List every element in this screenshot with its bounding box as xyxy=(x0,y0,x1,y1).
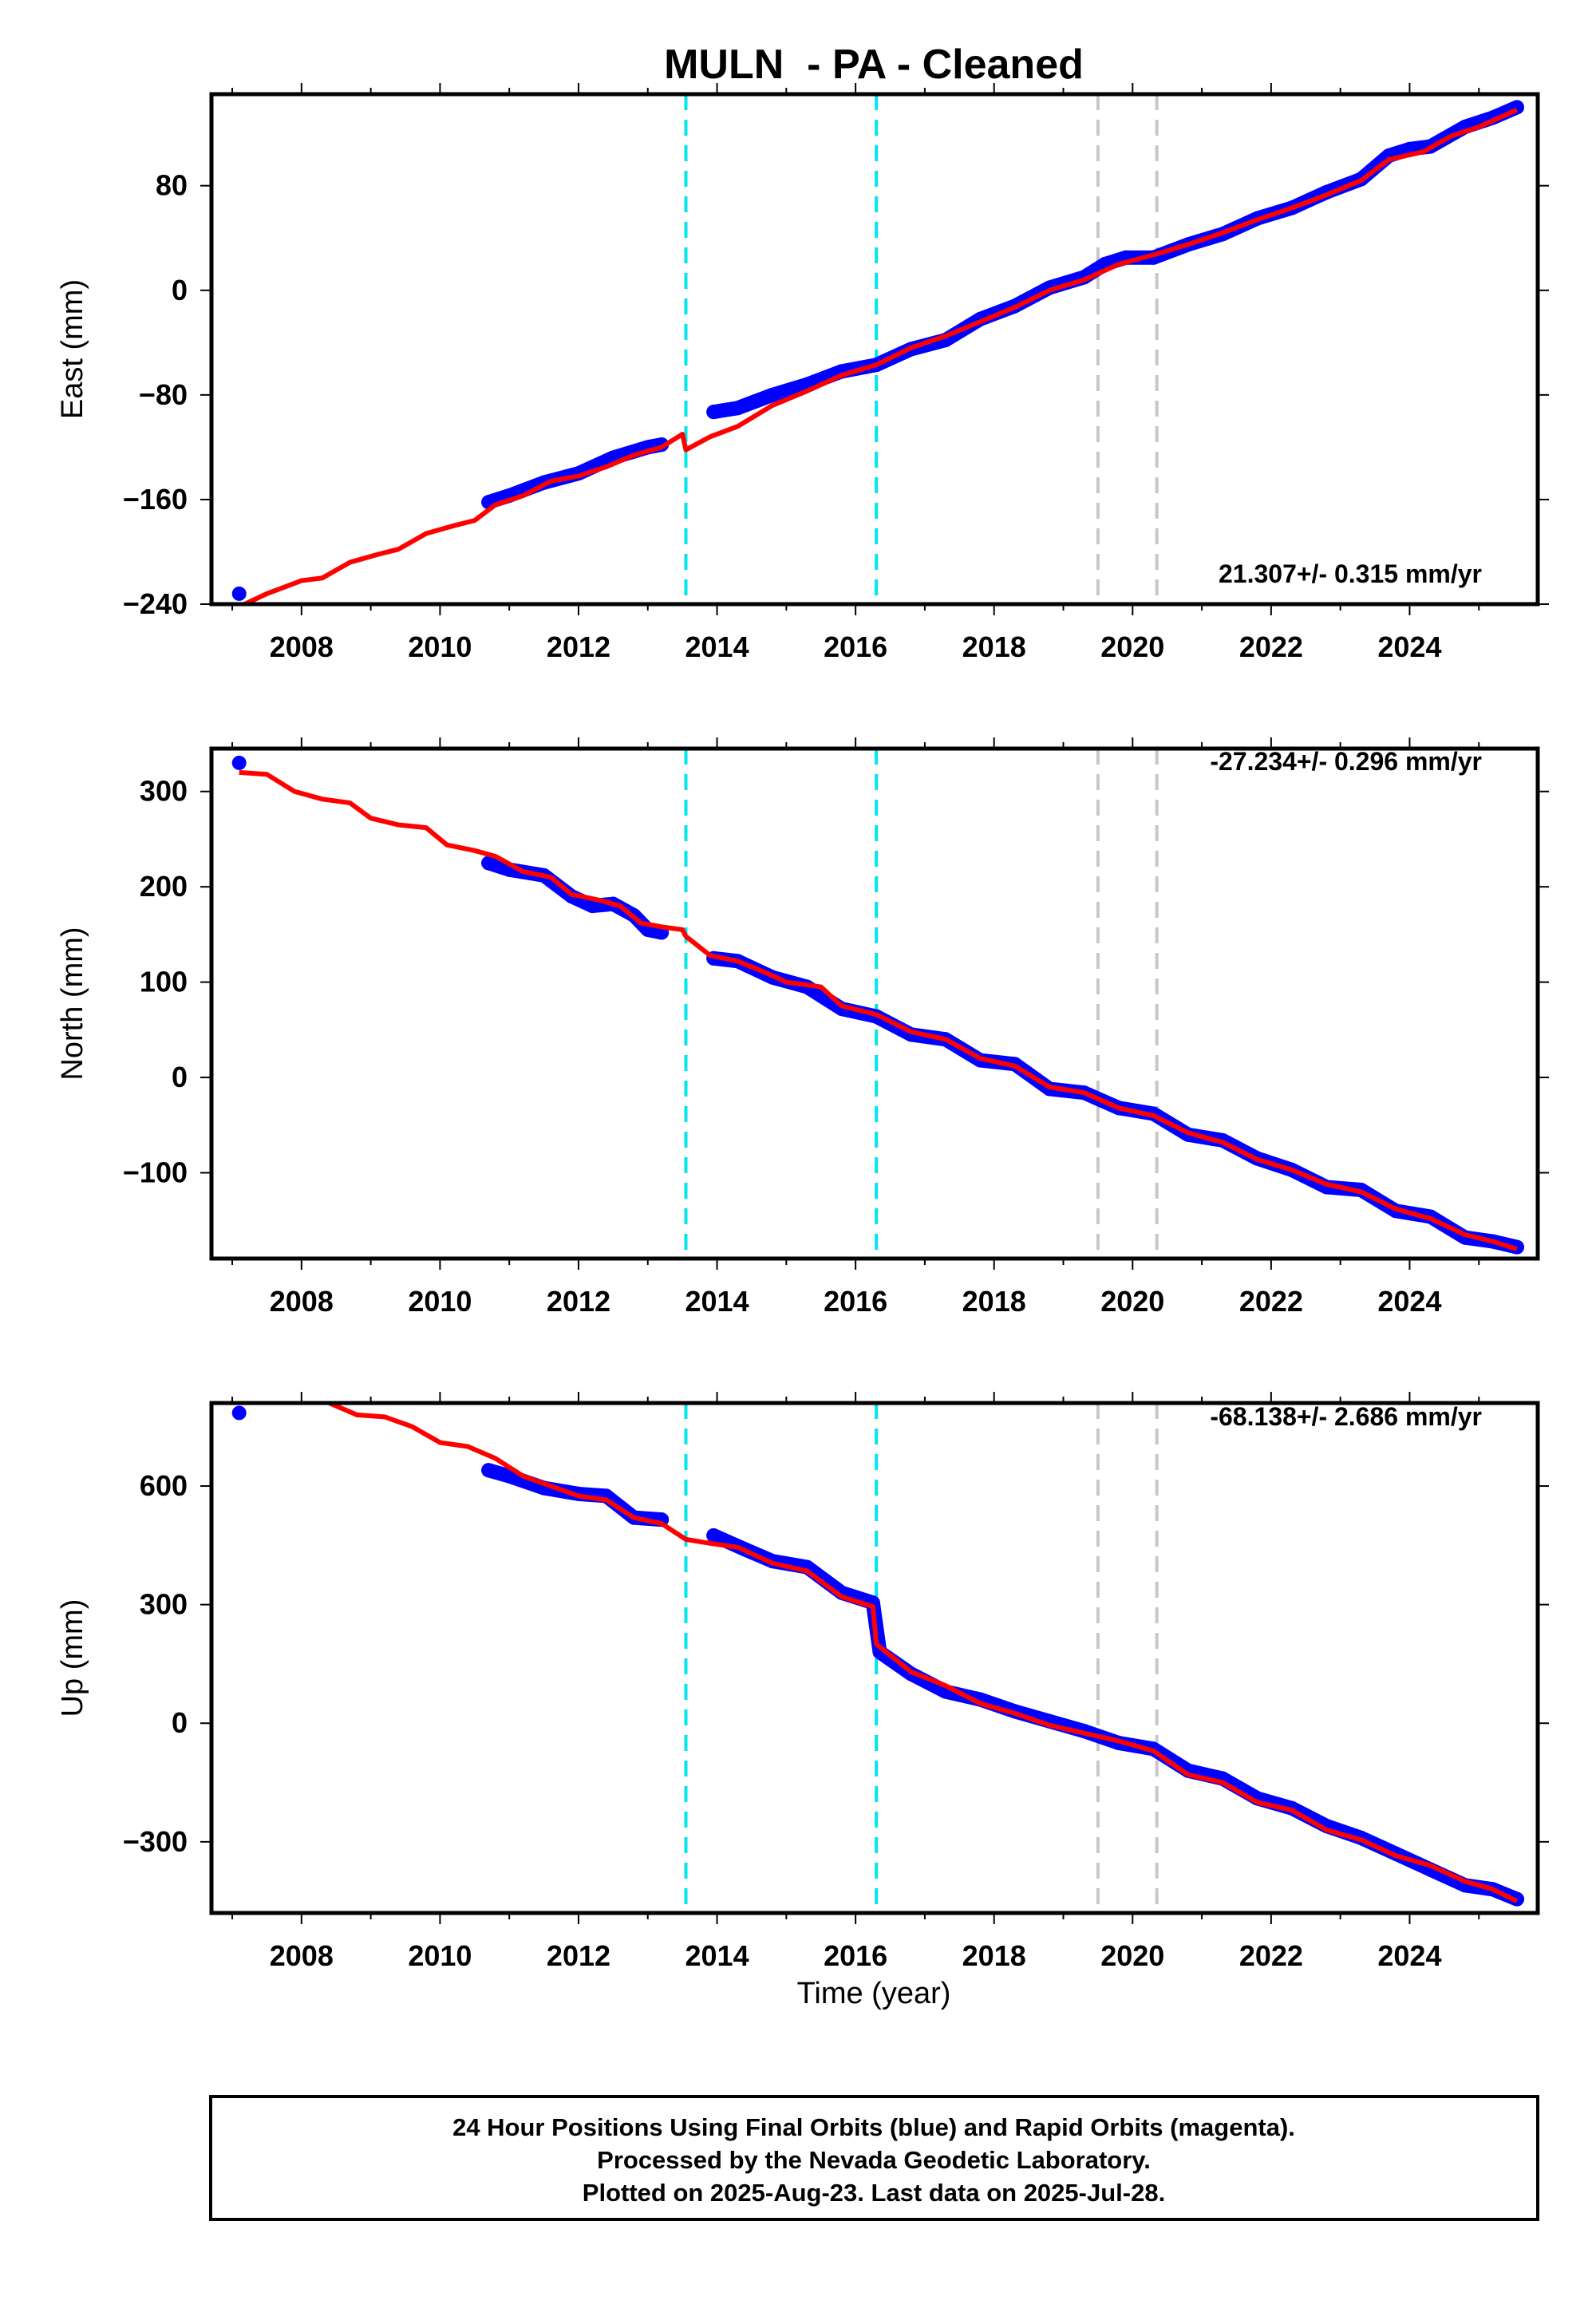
north-rate-label: -27.234+/- 0.296 mm/yr xyxy=(1210,747,1482,776)
up-x-tick-label: 2012 xyxy=(547,1939,610,1972)
east-x-tick-label: 2008 xyxy=(270,630,334,663)
up-y-tick-label: 600 xyxy=(140,1469,188,1502)
up-x-tick-label: 2010 xyxy=(408,1939,472,1972)
up-y-tick-label: −300 xyxy=(123,1825,188,1858)
east-y-tick-label: 0 xyxy=(172,274,188,306)
east-x-tick-label: 2020 xyxy=(1100,630,1164,663)
north-x-tick-label: 2024 xyxy=(1377,1285,1441,1318)
x-axis-label: Time (year) xyxy=(797,1977,951,2010)
east-x-tick-label: 2012 xyxy=(547,630,610,663)
up-y-tick-label: 300 xyxy=(140,1588,188,1621)
north-data-point-2 xyxy=(481,856,496,871)
east-data-point-1 xyxy=(231,586,247,601)
up-plot-frame xyxy=(209,1401,1540,1915)
east-x-tick-label: 2018 xyxy=(962,630,1026,663)
north-x-tick-label: 2018 xyxy=(962,1285,1026,1318)
east-y-tick-label: −160 xyxy=(123,483,188,516)
north-x-tick-label: 2010 xyxy=(408,1285,472,1318)
north-y-tick-label: −100 xyxy=(123,1156,188,1189)
north-x-tick-label: 2008 xyxy=(270,1285,334,1318)
north-y-tick-label: 100 xyxy=(140,966,188,998)
up-x-tick-label: 2008 xyxy=(270,1939,334,1972)
up-data-point-3 xyxy=(502,1468,517,1484)
up-data-point-9 xyxy=(706,1528,721,1543)
up-x-tick-label: 2018 xyxy=(962,1939,1026,1972)
north-plot-frame xyxy=(209,746,1540,1261)
up-y-tick-label: 0 xyxy=(172,1706,188,1739)
up-x-tick-label: 2022 xyxy=(1239,1939,1303,1972)
north-x-tick-label: 2016 xyxy=(824,1285,887,1318)
east-y-tick-label: −80 xyxy=(139,378,188,411)
panels: 2008 2010 2012 2014 2016 2018 2020 2022 2024 −240… xyxy=(56,83,1549,1972)
north-model-line xyxy=(239,769,1518,1251)
east-x-tick-label: 2010 xyxy=(408,630,472,663)
north-x-tick-label: 2022 xyxy=(1239,1285,1303,1318)
east-x-tick-label: 2014 xyxy=(685,630,749,663)
footer-line-2: Processed by the Nevada Geodetic Laborat… xyxy=(597,2146,1151,2174)
east-data-point-10 xyxy=(730,401,745,416)
east-rate-label: 21.307+/- 0.315 mm/yr xyxy=(1219,559,1482,588)
up-model-line xyxy=(328,1403,1519,1903)
up-data-point-1 xyxy=(231,1405,247,1421)
east-plot-frame xyxy=(209,92,1540,607)
north-panel: 2008 2010 2012 2014 2016 2018 2020 2022 2024 −100… xyxy=(56,737,1549,1318)
east-y-axis-label: East (mm) xyxy=(56,279,89,419)
figure-title: MULN - PA - Cleaned xyxy=(664,41,1084,88)
north-data-point-1 xyxy=(231,755,247,770)
east-data-point-9 xyxy=(706,405,721,420)
up-x-tick-label: 2020 xyxy=(1100,1939,1164,1972)
up-rate-label: -68.138+/- 2.686 mm/yr xyxy=(1210,1402,1482,1431)
east-data-point-11 xyxy=(764,387,780,402)
footer-line-1: 24 Hour Positions Using Final Orbits (bl… xyxy=(452,2113,1295,2141)
up-x-tick-label: 2016 xyxy=(824,1939,887,1972)
north-x-tick-label: 2020 xyxy=(1100,1285,1164,1318)
north-data-point-6 xyxy=(585,899,600,914)
north-y-tick-label: 200 xyxy=(140,870,188,903)
north-y-axis-label: North (mm) xyxy=(56,927,89,1080)
north-x-tick-label: 2012 xyxy=(547,1285,610,1318)
east-y-tick-label: 80 xyxy=(156,169,188,202)
north-y-tick-label: 300 xyxy=(140,775,188,808)
up-y-axis-label: Up (mm) xyxy=(56,1599,89,1717)
up-data-point-2 xyxy=(481,1463,496,1478)
east-x-tick-label: 2016 xyxy=(824,630,887,663)
up-panel: 2008 2010 2012 2014 2016 2018 2020 2022 2024 −300… xyxy=(56,1392,1549,1972)
footer-box: 24 Hour Positions Using Final Orbits (bl… xyxy=(209,2095,1539,2221)
east-x-tick-label: 2022 xyxy=(1239,630,1303,663)
up-x-tick-label: 2024 xyxy=(1377,1939,1441,1972)
footer-frame xyxy=(209,2095,1539,2221)
east-x-tick-label: 2024 xyxy=(1377,630,1441,663)
up-x-tick-label: 2014 xyxy=(685,1939,749,1972)
east-y-tick-label: −240 xyxy=(123,587,188,620)
north-y-tick-label: 0 xyxy=(172,1061,188,1093)
east-panel: 2008 2010 2012 2014 2016 2018 2020 2022 2024 −240… xyxy=(56,83,1549,663)
footer-line-3: Plotted on 2025-Aug-23. Last data on 202… xyxy=(583,2179,1165,2207)
east-model-line xyxy=(239,107,1519,604)
north-x-tick-label: 2014 xyxy=(685,1285,749,1318)
